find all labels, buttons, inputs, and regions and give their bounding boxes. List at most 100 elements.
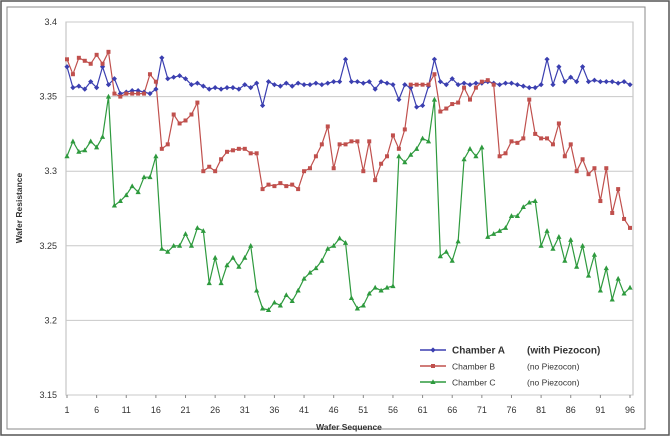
chamber-a-point <box>218 86 224 92</box>
chamber-b-point <box>254 151 259 156</box>
chamber-c-point <box>76 149 82 154</box>
chamber-b-point <box>509 139 514 144</box>
chamber-b-point <box>65 57 69 62</box>
chamber-c-point <box>147 174 153 180</box>
chamber-a-point <box>70 85 76 91</box>
chamber-c-point <box>206 280 212 286</box>
chamber-c-point <box>200 228 206 233</box>
chamber-a-point <box>508 80 515 86</box>
chamber-a-point <box>313 80 319 86</box>
chamber-a-point <box>230 85 236 91</box>
chamber-b-point <box>147 72 152 77</box>
x-axis-ticks: 1 6 11 16 21 26 31 36 41 46 51 56 61 66 71 76 81 86 91 96 <box>64 395 635 415</box>
chamber-b-point <box>556 121 561 126</box>
chamber-b-point <box>319 142 324 147</box>
legend-swatch-marker <box>431 364 435 368</box>
x-tick-label: 51 <box>358 405 368 415</box>
chamber-a-point <box>206 86 212 92</box>
chamber-c-point <box>283 292 289 298</box>
chamber-b-point <box>408 82 413 87</box>
chamber-a-point <box>497 82 503 88</box>
chamber-a-point <box>562 79 568 85</box>
chamber-b-point <box>331 166 336 171</box>
chamber-c-point <box>248 243 254 248</box>
chamber-a-point <box>254 80 260 86</box>
chamber-a-point <box>514 82 520 88</box>
chamber-b-point <box>491 82 496 87</box>
chamber-b-point <box>515 140 520 145</box>
chamber-b-point <box>402 127 407 132</box>
chamber-a-point <box>94 85 100 91</box>
chamber-b-point <box>88 61 93 66</box>
chamber-c-point <box>526 199 532 205</box>
chamber-c-point <box>473 153 479 159</box>
chamber-b-point <box>343 142 348 147</box>
chamber-a-point <box>171 74 177 80</box>
chamber-b-point <box>153 79 158 84</box>
chamber-a-point <box>105 82 112 88</box>
chamber-b-point <box>142 91 147 96</box>
chamber-b-point <box>373 178 378 183</box>
chamber-b-point <box>76 55 81 60</box>
legend-chamber-a-note: (with Piezocon) <box>527 346 600 357</box>
x-tick-label: 86 <box>566 405 576 415</box>
chamber-a-point <box>200 83 206 89</box>
chamber-c-point <box>502 225 509 230</box>
chamber-a-point <box>378 79 384 85</box>
chamber-a-point <box>467 82 473 88</box>
chamber-c-point <box>94 144 100 150</box>
chamber-a-point <box>242 82 248 88</box>
chamber-b-point <box>219 157 224 162</box>
x-tick-label: 21 <box>181 405 191 415</box>
chamber-b-point <box>130 91 135 96</box>
chamber-c-point <box>585 272 592 278</box>
chamber-b-point <box>349 139 354 144</box>
y-tick-label: 3.15 <box>39 390 57 400</box>
chamber-c-point <box>597 287 603 293</box>
chamber-b-point <box>568 142 573 147</box>
chamber-b-point <box>177 121 182 126</box>
chamber-c-point <box>301 275 307 281</box>
chamber-a-point <box>443 82 449 88</box>
chamber-b-point <box>438 109 443 114</box>
chamber-a-point <box>579 64 586 70</box>
chamber-c-point <box>627 284 633 290</box>
chamber-c-point <box>443 248 449 254</box>
chamber-a-point <box>212 85 218 91</box>
chamber-c-point <box>609 296 615 302</box>
legend-chamber-c-name: Chamber C <box>452 378 495 388</box>
chamber-c-point <box>159 245 165 251</box>
chamber-c-point <box>574 263 580 269</box>
chamber-a-point <box>550 82 556 88</box>
chamber-c-point <box>449 257 455 263</box>
chamber-a-point <box>574 79 580 85</box>
chamber-a-point <box>277 83 283 89</box>
chamber-c-point <box>348 295 355 301</box>
chamber-b-point <box>195 100 200 105</box>
legend-swatch-marker <box>430 347 436 353</box>
chamber-c-point <box>64 153 70 159</box>
chamber-b-point <box>201 169 206 174</box>
chamber-b-point <box>159 146 164 151</box>
chamber-c-point <box>129 183 135 189</box>
chamber-a-point <box>621 79 627 85</box>
chamber-b-point <box>622 216 627 221</box>
chamber-c-point <box>236 263 242 269</box>
chamber-c-point <box>414 146 420 151</box>
chamber-b-point <box>598 199 603 204</box>
chamber-b-point <box>225 149 230 154</box>
chamber-c-point <box>123 192 129 198</box>
chamber-c-point <box>111 202 118 208</box>
chamber-b-point <box>533 131 538 136</box>
chamber-a-point <box>271 82 278 88</box>
chamber-b-point <box>432 72 437 77</box>
legend-chamber-c-note: (no Piezocon) <box>527 378 580 388</box>
y-tick-label: 3.2 <box>44 315 57 325</box>
chamber-b-point <box>136 91 141 96</box>
chamber-a-point <box>538 82 544 88</box>
chamber-a-point <box>402 82 408 88</box>
chamber-a-point <box>348 79 355 85</box>
chamber-b-point <box>106 49 111 54</box>
chamber-a-point <box>366 79 372 85</box>
